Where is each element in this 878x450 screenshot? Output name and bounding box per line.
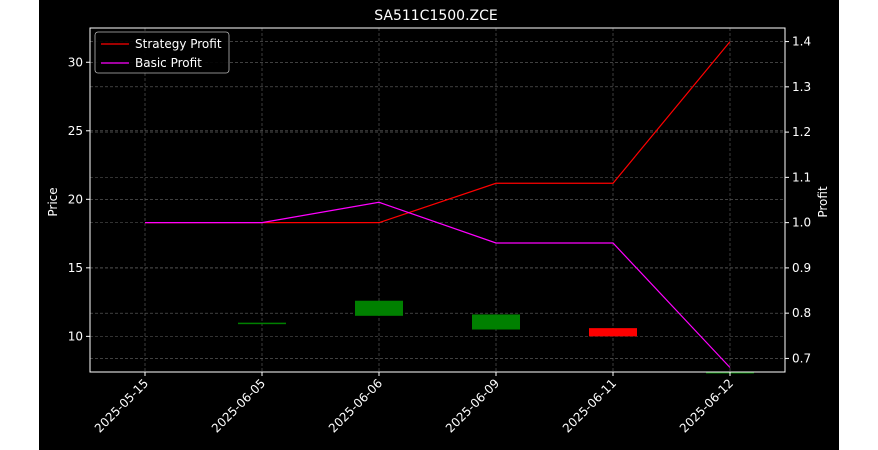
candles [238, 300, 754, 374]
price-tick-label: 15 [68, 261, 83, 275]
profit-tick-label: 0.7 [792, 351, 811, 365]
chart-legend: Strategy Profit Basic Profit [94, 31, 230, 74]
date-tick-label: 2025-05-15 [92, 376, 151, 435]
date-tick-label: 2025-06-11 [560, 376, 619, 435]
price-axis-label: Price [46, 187, 60, 216]
profit-tick-label: 1.1 [792, 170, 811, 184]
profit-tick-label: 1.0 [792, 216, 811, 230]
chart-figure: SA511C1500.ZCE Price Profit 10 15 20 25 30 0… [39, 0, 839, 450]
profit-lines [145, 41, 731, 368]
legend-label: Basic Profit [135, 56, 202, 70]
profit-axis-label: Profit [816, 186, 830, 218]
candle-body [238, 322, 286, 325]
candle-body [355, 300, 403, 316]
date-tick-label: 2025-06-12 [677, 376, 736, 435]
candle-body [589, 328, 637, 337]
price-axis-ticks: 10 15 20 25 30 [68, 55, 90, 343]
chart-title: SA511C1500.ZCE [374, 8, 498, 24]
profit-tick-label: 1.3 [792, 80, 811, 94]
legend-label: Strategy Profit [135, 37, 222, 51]
series-line [145, 201, 731, 368]
chart-canvas: SA511C1500.ZCE Price Profit 10 15 20 25 30 0… [46, 8, 830, 435]
date-tick-label: 2025-06-06 [326, 376, 385, 435]
price-tick-label: 30 [68, 55, 83, 69]
profit-tick-label: 1.2 [792, 125, 811, 139]
price-tick-label: 20 [68, 192, 83, 206]
profit-tick-label: 0.9 [792, 261, 811, 275]
date-tick-label: 2025-06-09 [443, 376, 502, 435]
price-tick-label: 10 [68, 329, 83, 343]
candle-body [472, 314, 520, 330]
profit-tick-label: 1.4 [792, 35, 811, 49]
profit-axis-ticks: 0.7 0.8 0.9 1.0 1.1 1.2 1.3 1.4 [785, 35, 811, 365]
grid [90, 28, 785, 372]
price-tick-label: 25 [68, 124, 83, 138]
plot-frame [89, 27, 786, 373]
date-tick-label: 2025-06-05 [209, 376, 268, 435]
date-axis-ticks: 2025-05-15 2025-06-05 2025-06-06 2025-06-09… [92, 372, 736, 435]
profit-tick-label: 0.8 [792, 306, 811, 320]
